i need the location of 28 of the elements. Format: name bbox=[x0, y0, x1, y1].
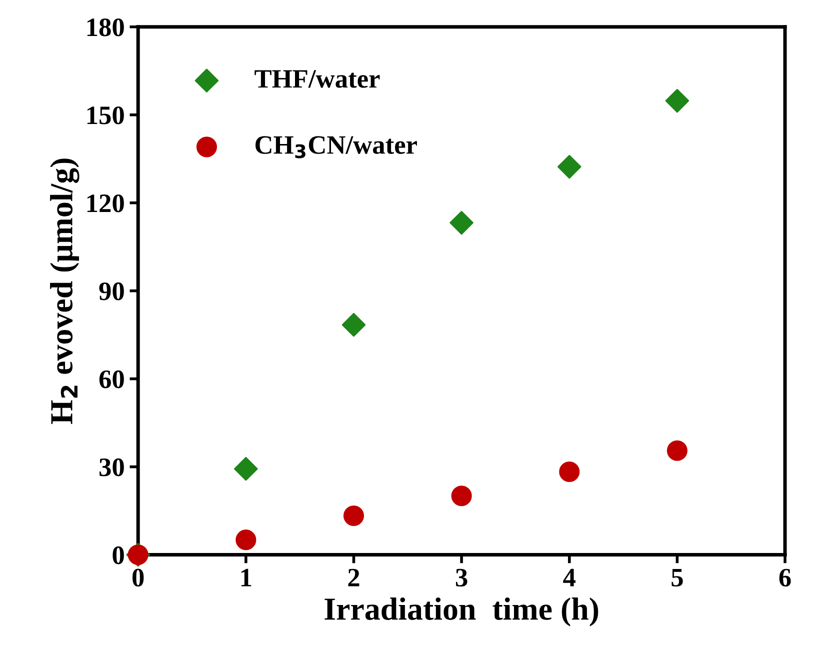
y-tick-label: 60 bbox=[99, 370, 124, 388]
y-tick-label: 150 bbox=[87, 106, 124, 124]
point bbox=[236, 530, 256, 550]
x-axis-title: Irradiation time (h) bbox=[324, 597, 598, 626]
point bbox=[665, 88, 690, 113]
legend-label: THF/water bbox=[254, 70, 380, 88]
point bbox=[342, 312, 366, 337]
x-tick-label: 3 bbox=[456, 568, 468, 587]
point bbox=[666, 440, 688, 461]
y-axis-title: H$_{2}$ evoved (μmol/g) bbox=[50, 158, 80, 424]
point bbox=[343, 506, 364, 526]
x-tick-label: 0 bbox=[132, 568, 144, 587]
x-tick-label: 6 bbox=[779, 568, 791, 587]
point bbox=[450, 210, 474, 235]
point bbox=[557, 154, 582, 179]
point bbox=[234, 456, 258, 481]
x-tick-label: 4 bbox=[563, 568, 576, 586]
y-tick-label: 90 bbox=[99, 282, 124, 300]
legend-label: CH$_{3}$CN/water bbox=[256, 136, 417, 158]
point bbox=[451, 486, 472, 506]
x-tick-label: 5 bbox=[672, 569, 683, 587]
y-tick-label: 30 bbox=[100, 458, 124, 476]
y-tick-label: 120 bbox=[87, 194, 124, 212]
y-tick-label: 0 bbox=[112, 546, 124, 564]
x-tick-label: 1 bbox=[241, 568, 252, 586]
x-tick-label: 2 bbox=[348, 568, 360, 586]
point bbox=[559, 462, 580, 482]
y-tick-label: 180 bbox=[87, 18, 124, 36]
